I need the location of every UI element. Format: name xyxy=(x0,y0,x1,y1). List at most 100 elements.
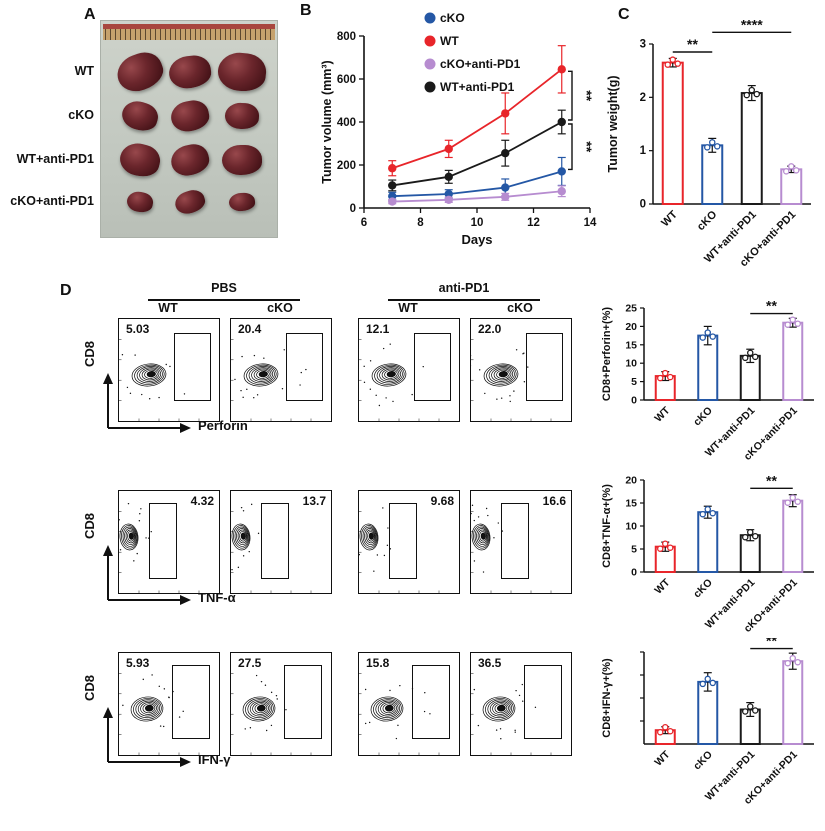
contour-ring xyxy=(362,526,377,547)
scatter-dot xyxy=(387,527,389,529)
scatter-dot xyxy=(145,537,147,539)
scatter-dot xyxy=(500,397,503,399)
scatter-dot xyxy=(264,684,267,686)
scatter-dot xyxy=(518,694,521,697)
bar xyxy=(780,168,803,205)
data-point xyxy=(662,369,669,377)
contour-plot xyxy=(359,673,440,755)
bar xyxy=(782,321,804,401)
scatter-dot xyxy=(250,503,253,506)
contour-ring xyxy=(471,523,491,551)
scatter-dot xyxy=(392,400,394,403)
data-point xyxy=(784,499,791,506)
sig-label: ** xyxy=(766,638,777,649)
scatter-dot xyxy=(276,698,278,700)
data-point xyxy=(709,139,716,146)
panel-c-label: C xyxy=(618,6,630,23)
y-tick-label: 2 xyxy=(640,92,646,104)
scatter-dot xyxy=(237,566,240,569)
gate-percentage: 9.68 xyxy=(430,494,454,508)
data-point xyxy=(388,164,397,173)
contour-ring xyxy=(124,528,137,546)
data-point xyxy=(709,333,717,340)
axis-arrows xyxy=(103,373,191,433)
contour-ring xyxy=(246,364,277,385)
sig-label: ** xyxy=(687,36,698,52)
tumor xyxy=(172,187,208,217)
scatter-dot xyxy=(487,514,489,517)
scatter-dot xyxy=(141,393,143,396)
panel-b-label: B xyxy=(300,2,312,19)
contour-ring xyxy=(133,697,162,720)
y-tick-label: 25 xyxy=(625,303,637,315)
contour-ring xyxy=(243,363,279,387)
flow-plot: 27.5 xyxy=(230,652,332,756)
data-point xyxy=(704,144,711,151)
scatter-dot xyxy=(119,549,122,551)
x-category-label: cKO xyxy=(691,749,715,773)
gate-rectangle xyxy=(389,503,417,579)
data-point xyxy=(501,148,510,158)
y-tick-label: 200 xyxy=(337,160,356,172)
contour-ring xyxy=(379,367,402,382)
contour-ring xyxy=(368,532,374,540)
series-line xyxy=(391,68,563,170)
gate-rectangle xyxy=(412,665,450,739)
legend-marker xyxy=(424,81,436,93)
data-point xyxy=(789,494,796,501)
legend-marker xyxy=(424,58,436,70)
scatter-dot xyxy=(534,706,537,709)
contour-ring xyxy=(245,697,274,720)
sig-bracket xyxy=(568,123,573,171)
gate-percentage: 27.5 xyxy=(238,656,262,670)
scatter-dot xyxy=(376,554,379,556)
scatter-dot xyxy=(240,506,243,509)
gate-rectangle xyxy=(524,665,562,739)
y-tick-label: 800 xyxy=(337,31,356,43)
sig-label: ** xyxy=(766,298,777,314)
y-tick-label: 20 xyxy=(625,321,637,333)
contour-ring xyxy=(130,696,164,722)
x-category-label: WT xyxy=(652,404,672,424)
scatter-dot xyxy=(158,396,160,399)
x-arrowhead-icon xyxy=(180,757,191,767)
data-point xyxy=(751,353,759,361)
contour-ring xyxy=(496,369,510,379)
tumor xyxy=(168,141,212,179)
data-point xyxy=(557,65,566,74)
contour-ring xyxy=(482,696,516,722)
contour-ring xyxy=(382,703,396,714)
scatter-dot xyxy=(136,552,138,555)
contour-plot xyxy=(231,673,312,755)
scatter-dot xyxy=(231,568,233,571)
data-point xyxy=(667,727,674,735)
contour-plot xyxy=(471,504,552,593)
scatter-dot xyxy=(523,381,526,383)
y-tick-label: 0 xyxy=(350,203,356,215)
data-point xyxy=(753,90,760,98)
flow-plot: 20.4 xyxy=(230,318,332,422)
cd8-perforin-chart: 0 5 10 15 20 25 CD8+Perforin+(%) WT cKO WT+anti-P… xyxy=(598,294,825,466)
x-category-label: cKO xyxy=(695,208,720,233)
sig-label: ** xyxy=(766,472,777,488)
scatter-dot xyxy=(485,507,488,510)
legend-label: cKO xyxy=(440,11,465,25)
gate-percentage: 15.8 xyxy=(366,656,390,670)
x-category-label: WT xyxy=(652,748,672,768)
scatter-dot xyxy=(148,398,151,400)
panel-d-label: D xyxy=(60,282,72,299)
scatter-dot xyxy=(275,694,278,697)
contour-plot xyxy=(359,339,440,421)
data-point xyxy=(748,86,755,94)
scatter-dot xyxy=(477,516,480,518)
y-tick-label: 0 xyxy=(640,199,646,211)
scatter-dot xyxy=(240,389,242,392)
scatter-dot xyxy=(411,393,413,396)
data-point xyxy=(794,320,801,327)
scatter-dot xyxy=(126,386,129,389)
scatter-dot xyxy=(375,394,377,397)
scatter-dot xyxy=(283,349,285,351)
contour-plot xyxy=(119,339,200,421)
flow-plot: 9.68 xyxy=(358,490,460,594)
